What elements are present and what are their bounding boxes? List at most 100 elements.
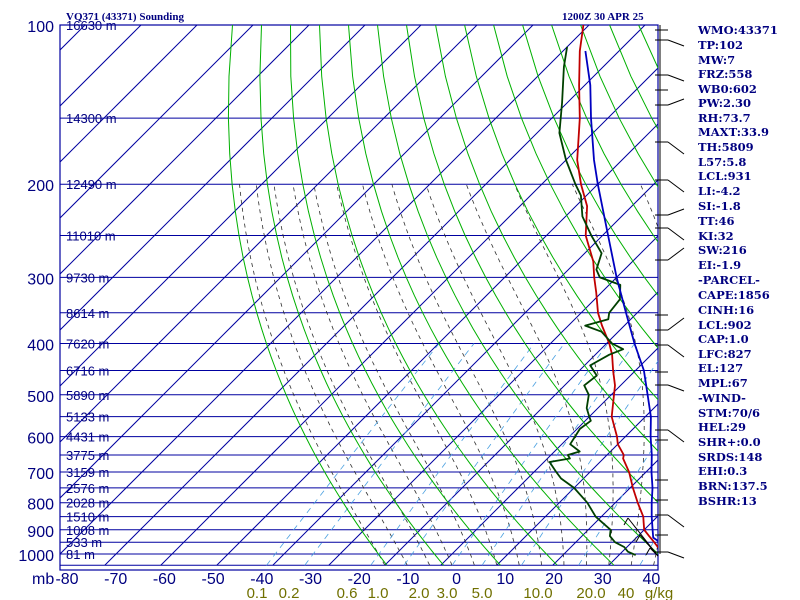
- height-label: 16630 m: [66, 18, 117, 33]
- temperature-profile: [576, 25, 658, 549]
- wind-barb: [667, 179, 685, 193]
- height-label: 4431 m: [66, 430, 109, 445]
- index-line: L57:5.8: [698, 155, 747, 169]
- index-line: SW:216: [698, 243, 747, 257]
- isotherm--150: [60, 25, 198, 163]
- temperature-tick-label: -60: [153, 571, 176, 588]
- isotherm--60: [160, 67, 658, 566]
- mixing-ratio-label: 2.0: [409, 585, 430, 600]
- index-line: KI:32: [698, 229, 734, 243]
- wind-barb: [623, 517, 629, 526]
- wind-barb: [667, 227, 685, 241]
- mixing-ratio-5: [521, 360, 658, 566]
- wind-barb: [667, 429, 685, 443]
- index-line: WMO:43371: [698, 23, 778, 37]
- wind-barb: [667, 344, 685, 358]
- isotherm--110: [60, 25, 422, 387]
- pressure-label-500: 500: [27, 389, 54, 406]
- temperature-tick-label: 10: [496, 571, 514, 588]
- temperature-tick-label: 0: [452, 571, 461, 588]
- plot-frame: [59, 24, 659, 571]
- index-line: BRN:137.5: [698, 479, 768, 493]
- pressure-label-900: 900: [27, 524, 54, 541]
- temperature-tick-label: -70: [104, 571, 127, 588]
- temperature-tick-label: 30: [594, 571, 612, 588]
- chart-title: VQ371 (43371) Sounding: [66, 11, 184, 23]
- pressure-label-100: 100: [27, 19, 54, 36]
- index-line: PW:2.30: [698, 96, 752, 110]
- pressure-label-700: 700: [27, 466, 54, 483]
- wind-barb: [667, 317, 685, 331]
- mixing-ratio-label: 1.0: [368, 585, 389, 600]
- isotherm--10: [440, 347, 658, 566]
- wind-barb: [667, 384, 685, 392]
- height-label: 11010 m: [66, 229, 116, 244]
- mixing-ratio-label: 0.6: [337, 585, 358, 600]
- mixing-ratio-10: [578, 439, 658, 566]
- moist-adiabat--4: [313, 184, 475, 566]
- isotherm--70: [104, 25, 646, 566]
- isotherm--140: [60, 25, 254, 219]
- dry-adiabat-290: [348, 25, 615, 566]
- mixing-ratio-label: 20.0: [576, 585, 605, 600]
- isotherm--40: [272, 179, 658, 566]
- moist-adiabat-20: [514, 184, 614, 566]
- sounding-profiles: [548, 25, 658, 556]
- dry-adiabat-270: [290, 25, 501, 566]
- index-line: EI:-1.9: [698, 258, 742, 272]
- wind-barb: [667, 141, 685, 155]
- index-line: TT:46: [698, 214, 735, 228]
- temperature-tick-label: -10: [396, 571, 419, 588]
- temperature-tick-label: -20: [348, 571, 371, 588]
- moist-adiabats: [239, 184, 658, 566]
- wind-barb: [645, 547, 651, 556]
- mixing-ratio-label: 10.0: [523, 585, 552, 600]
- wind-barb: [667, 514, 685, 528]
- dry-adiabat-280: [319, 25, 558, 566]
- height-label: 81 m: [66, 547, 95, 562]
- index-line: WB0:602: [698, 82, 757, 96]
- height-label: 7620 m: [66, 336, 109, 351]
- dry-adiabats: [227, 25, 658, 566]
- mixing-ratio-label: 0.1: [247, 585, 268, 600]
- height-label: 9730 m: [66, 270, 109, 285]
- index-line: TH:5809: [698, 140, 754, 154]
- index-line: TP:102: [698, 38, 744, 52]
- height-label: 14300 m: [66, 111, 117, 126]
- moist-adiabat-4: [362, 184, 520, 566]
- height-label: 2028 m: [66, 496, 109, 511]
- index-line: STM:70/6: [698, 406, 761, 420]
- wind-barbs: [623, 25, 685, 559]
- wind-barb: [667, 39, 685, 47]
- isotherm--20: [384, 291, 658, 566]
- height-label: 2576 m: [66, 481, 109, 496]
- dry-adiabat-330: [464, 25, 658, 401]
- moist-adiabat-24: [571, 184, 645, 566]
- mixing-ratio-2: [451, 343, 609, 566]
- index-line: EL:127: [698, 361, 744, 375]
- wind-barb: [667, 208, 685, 216]
- isotherm--120: [60, 25, 366, 331]
- wind-barb: [667, 247, 685, 261]
- dry-adiabat-300: [377, 25, 658, 555]
- index-line: SRDS:148: [698, 450, 763, 464]
- moist-adiabat--20: [239, 184, 386, 566]
- moist-adiabat-8: [391, 184, 542, 566]
- isotherm--30: [328, 235, 658, 566]
- pressure-label-400: 400: [27, 337, 54, 354]
- dewpoint-profile: [548, 46, 637, 556]
- index-line: SHR+:0.0: [698, 435, 761, 449]
- wind-barb: [667, 74, 685, 82]
- index-line: CAP:1.0: [698, 332, 749, 346]
- index-line: -PARCEL-: [698, 273, 760, 287]
- height-label: 3775 m: [66, 448, 109, 463]
- index-line: CINH:16: [698, 303, 755, 317]
- chart-time: 1200Z 30 APR 25: [562, 11, 644, 23]
- dry-adiabat-340: [493, 25, 658, 349]
- height-label: 5133 m: [66, 410, 109, 425]
- index-line: -WIND-: [698, 391, 746, 405]
- index-line: FRZ:558: [698, 67, 753, 81]
- mixing-ratio-0.2: [304, 343, 475, 566]
- parcel-profile: [584, 50, 658, 543]
